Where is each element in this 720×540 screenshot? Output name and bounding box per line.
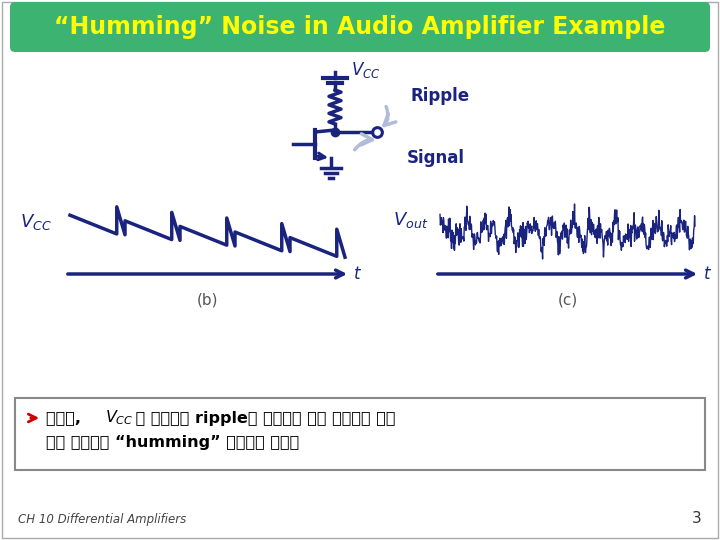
Text: (b): (b) [197,293,218,307]
Text: $V_{CC}$: $V_{CC}$ [20,212,52,232]
Text: $V_{CC}$: $V_{CC}$ [105,409,133,427]
Text: $t$: $t$ [703,265,712,283]
Text: (c): (c) [557,293,577,307]
Text: 그러나,: 그러나, [46,410,86,426]
Text: CH 10 Differential Amplifiers: CH 10 Differential Amplifiers [18,513,186,526]
FancyArrowPatch shape [384,106,396,125]
Text: Signal: Signal [407,149,465,167]
FancyBboxPatch shape [15,398,705,470]
Text: $V_{CC}$: $V_{CC}$ [351,60,381,80]
Text: Ripple: Ripple [410,87,469,105]
Text: $V_{out}$: $V_{out}$ [392,210,428,230]
FancyBboxPatch shape [10,2,710,52]
FancyArrowPatch shape [355,134,372,150]
Text: “Humming” Noise in Audio Amplifier Example: “Humming” Noise in Audio Amplifier Examp… [54,15,666,39]
Text: 는 정류시에 ripple을 포함하고 이는 출력으로 누설: 는 정류시에 ripple을 포함하고 이는 출력으로 누설 [130,410,395,426]
Text: 3: 3 [692,511,702,526]
Text: $t$: $t$ [353,265,362,283]
Text: 되어 사용자가 “humming” 잡음으로 인식함: 되어 사용자가 “humming” 잡음으로 인식함 [46,435,300,450]
